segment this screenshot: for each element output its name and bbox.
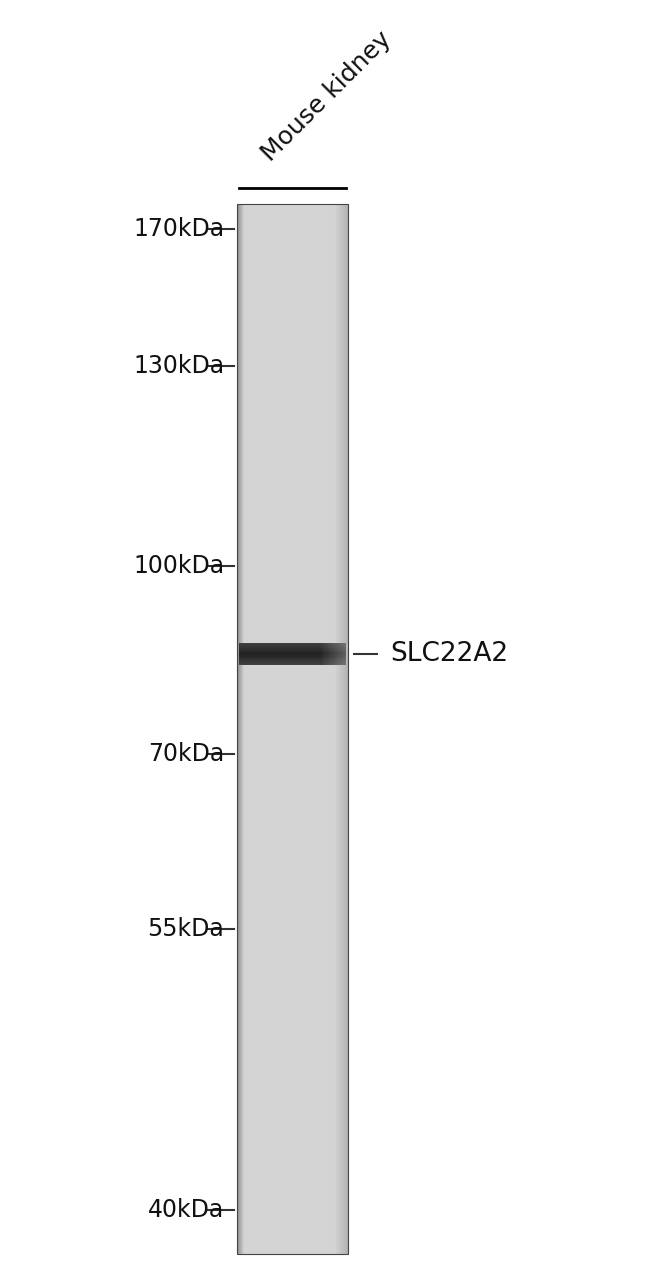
Bar [239,648,346,650]
Text: 40kDa: 40kDa [148,1198,224,1222]
Text: 170kDa: 170kDa [133,217,224,240]
Bar [239,659,346,660]
Bar [239,660,346,662]
Bar [239,658,346,659]
Text: 100kDa: 100kDa [133,554,224,578]
Bar [239,650,346,651]
Bar [239,655,346,657]
Bar [239,654,346,655]
Text: 70kDa: 70kDa [148,741,224,766]
Bar [239,657,346,658]
Bar [239,662,346,663]
Bar [239,653,346,654]
Bar [239,663,346,666]
Bar [239,642,346,644]
Bar [239,644,346,645]
Bar [239,646,346,648]
Text: Mouse kidney: Mouse kidney [257,27,396,166]
Text: 130kDa: 130kDa [133,355,224,378]
Bar [239,645,346,646]
Bar [239,651,346,653]
Text: SLC22A2: SLC22A2 [390,641,508,667]
Bar [237,204,348,1254]
Text: 55kDa: 55kDa [148,916,224,941]
